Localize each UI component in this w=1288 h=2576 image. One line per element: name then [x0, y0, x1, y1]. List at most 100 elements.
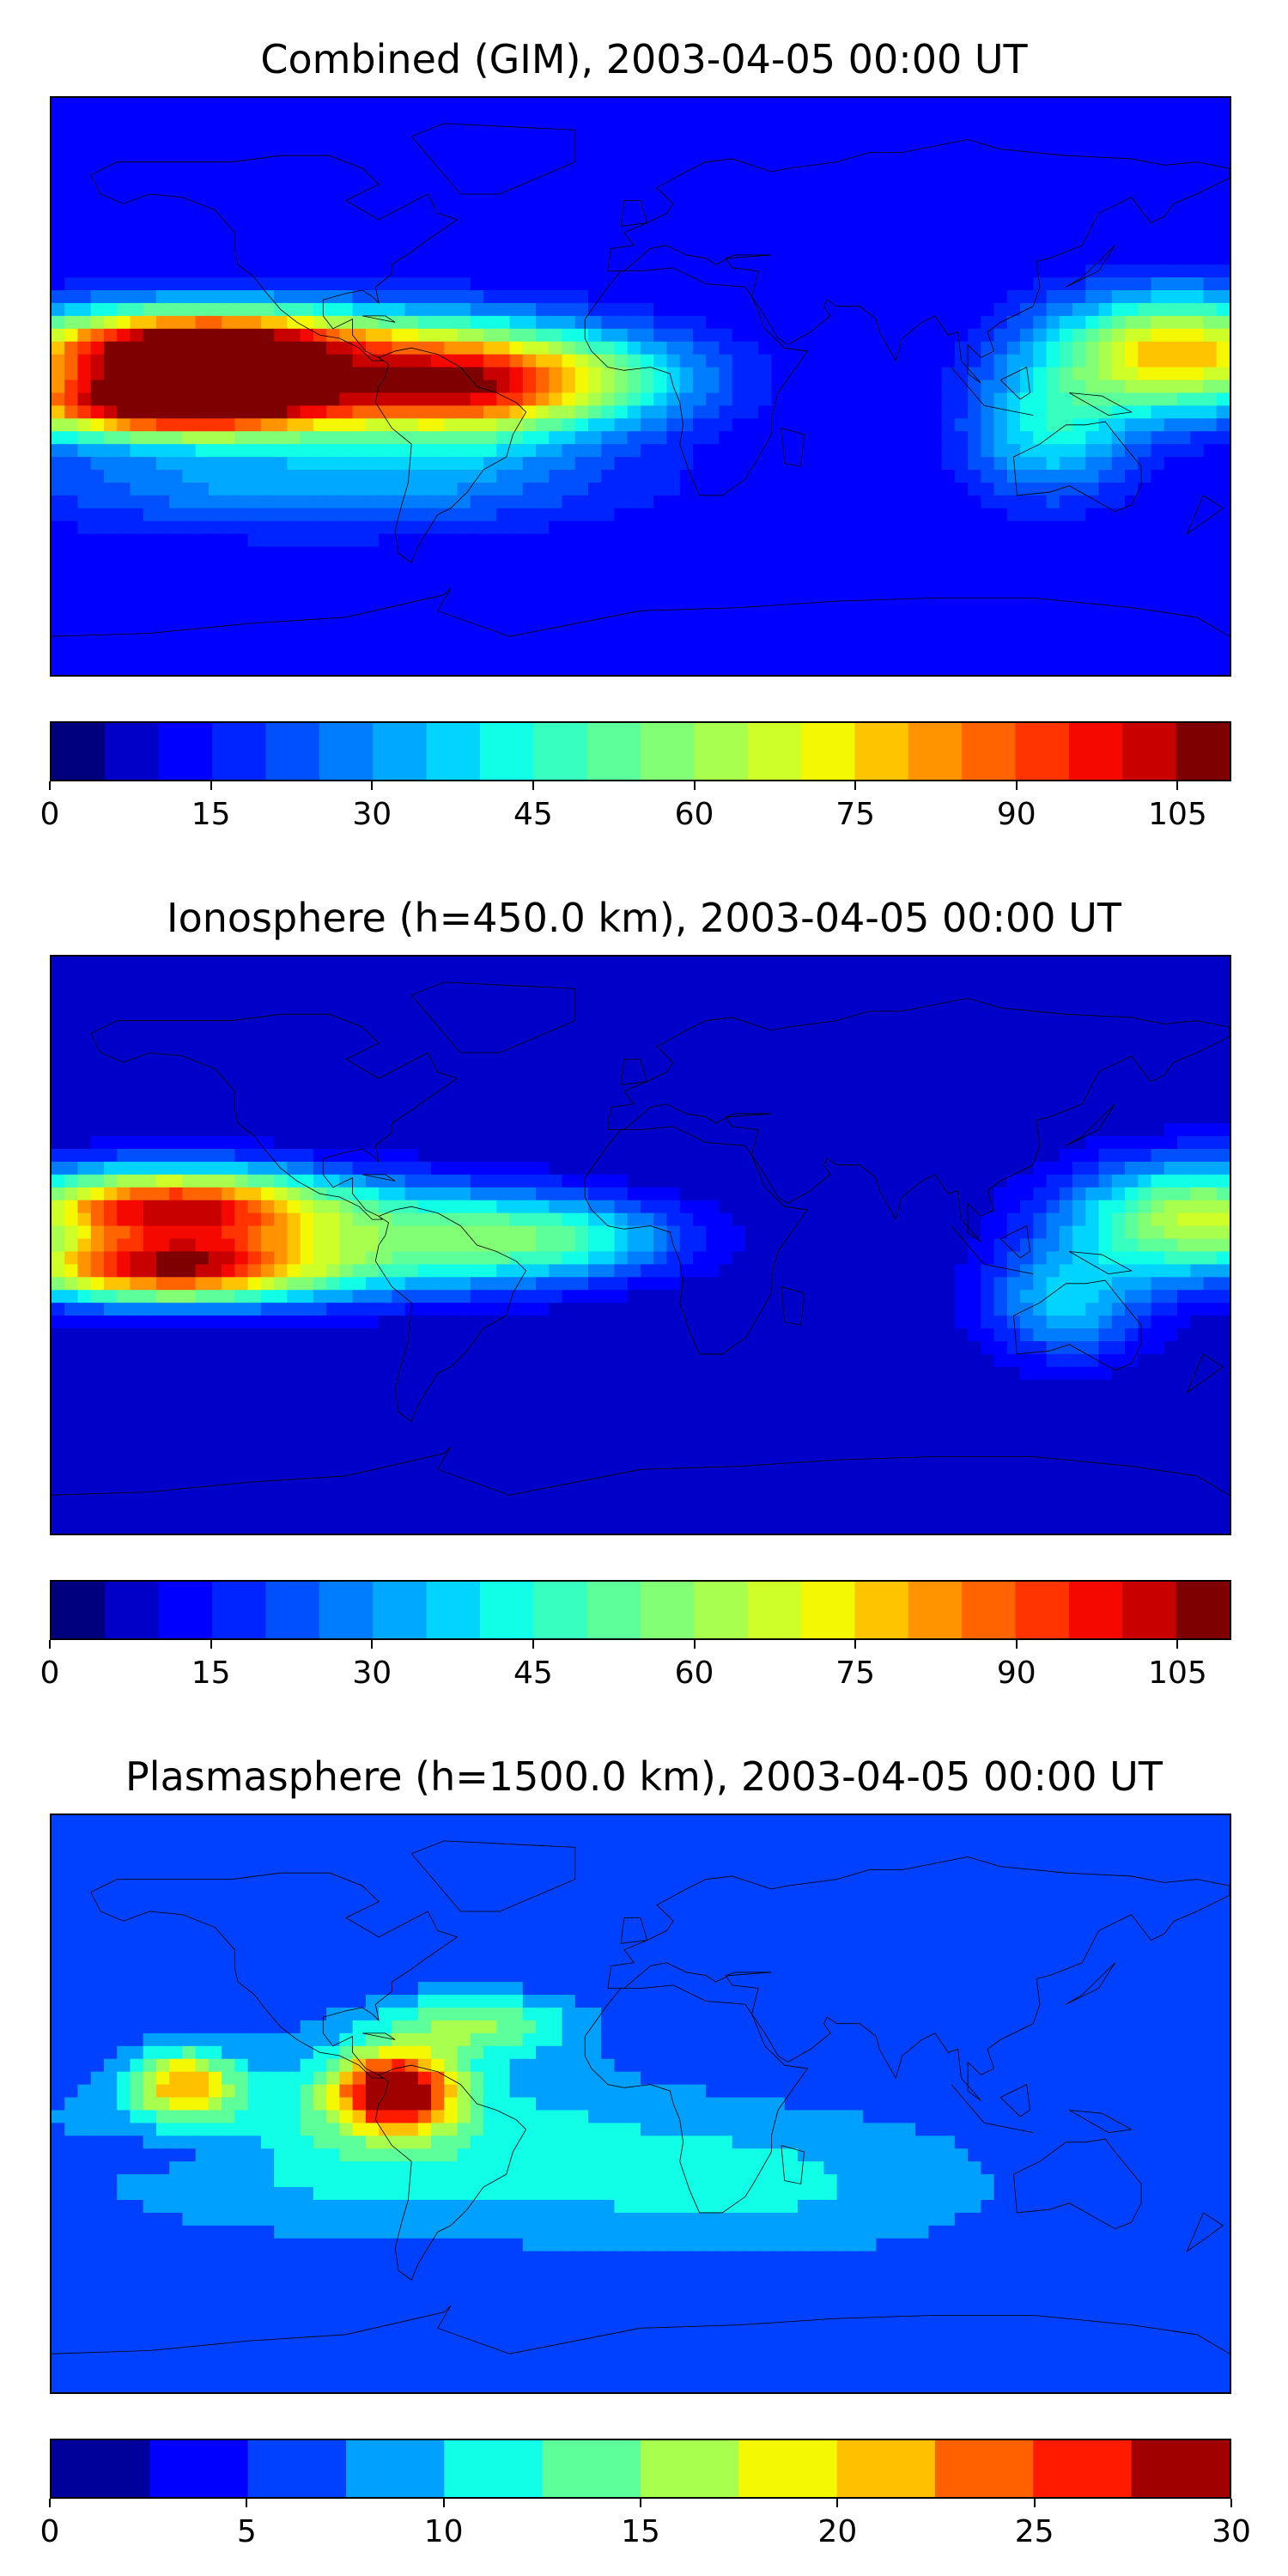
field-cell	[404, 226, 419, 240]
field-cell	[1138, 636, 1152, 650]
field-cell	[968, 483, 982, 496]
field-cell	[379, 598, 393, 612]
field-cell	[313, 636, 327, 650]
field-cell	[601, 290, 616, 304]
field-cell	[496, 585, 511, 599]
field-cell	[1190, 457, 1205, 471]
field-cell	[954, 623, 969, 637]
field-cell	[522, 969, 537, 983]
field-cell	[797, 264, 811, 278]
field-cell	[431, 611, 446, 625]
field-cell	[784, 520, 799, 535]
field-cell	[234, 495, 249, 509]
field-cell	[1033, 239, 1048, 252]
field-cell	[941, 1033, 956, 1048]
field-cell	[52, 161, 66, 176]
field-cell	[339, 507, 354, 522]
colorbar-combined	[50, 721, 1231, 781]
field-cell	[823, 136, 838, 150]
field-cell	[666, 290, 681, 304]
field-cell	[90, 585, 105, 599]
field-cell	[169, 290, 184, 304]
field-cell	[470, 239, 484, 252]
field-cell	[52, 981, 66, 996]
field-cell	[744, 200, 759, 215]
field-cell	[1177, 623, 1192, 637]
field-cell	[326, 1033, 341, 1048]
field-cell	[379, 123, 393, 137]
field-cell	[470, 559, 484, 574]
field-cell	[915, 572, 930, 586]
field-cell	[1072, 636, 1087, 650]
field-cell	[1006, 1059, 1021, 1073]
field-cell	[208, 1007, 222, 1022]
field-cell	[562, 649, 576, 663]
field-cell	[404, 649, 419, 663]
field-cell	[1190, 431, 1205, 445]
field-cell	[1177, 1007, 1192, 1022]
field-cell	[169, 457, 184, 471]
field-cell	[823, 572, 838, 586]
field-cell	[562, 623, 576, 637]
field-cell	[732, 98, 746, 112]
field-cell	[522, 649, 537, 663]
field-cell	[601, 418, 616, 433]
field-cell	[1098, 623, 1113, 637]
field-cell	[915, 611, 930, 625]
field-cell	[641, 1007, 655, 1022]
field-cell	[365, 636, 380, 650]
field-cell	[732, 546, 746, 561]
field-cell	[222, 149, 236, 163]
field-cell	[993, 277, 1008, 291]
field-cell	[1151, 636, 1165, 650]
field-cell	[182, 367, 197, 381]
field-cell	[614, 290, 629, 304]
field-cell	[313, 1059, 327, 1073]
field-cell	[470, 341, 484, 355]
field-cell	[811, 957, 825, 970]
field-cell	[549, 483, 563, 496]
field-cell	[247, 277, 262, 291]
field-cell	[1020, 598, 1035, 612]
field-cell	[1033, 1072, 1048, 1086]
field-cell	[444, 495, 459, 509]
field-cell	[836, 662, 851, 675]
field-cell	[379, 213, 393, 228]
field-cell	[562, 483, 576, 496]
field-cell	[64, 507, 79, 522]
field-cell	[758, 315, 773, 330]
field-cell	[1203, 585, 1218, 599]
field-cell	[588, 636, 603, 650]
field-cell	[1020, 546, 1035, 561]
field-cell	[836, 213, 851, 228]
field-cell	[562, 636, 576, 650]
field-cell	[849, 187, 864, 202]
field-cell	[313, 1046, 327, 1060]
field-cell	[706, 149, 720, 163]
field-cell	[941, 367, 956, 381]
field-cell	[130, 957, 144, 970]
field-cell	[732, 302, 746, 317]
field-cell	[915, 161, 930, 176]
field-cell	[784, 1072, 799, 1086]
field-cell	[1033, 1046, 1048, 1060]
field-cell	[155, 969, 170, 983]
field-cell	[928, 213, 943, 228]
field-cell	[130, 110, 144, 125]
field-cell	[1111, 1033, 1126, 1048]
field-cell	[457, 239, 471, 252]
field-cell	[1177, 380, 1192, 394]
field-cell	[431, 636, 446, 650]
field-cell	[417, 213, 432, 228]
field-cell	[247, 226, 262, 240]
field-cell	[574, 213, 589, 228]
field-cell	[470, 405, 484, 420]
field-cell	[902, 354, 916, 368]
field-cell	[300, 213, 314, 228]
field-cell	[1006, 315, 1021, 330]
field-cell	[627, 1007, 641, 1022]
field-cell	[641, 431, 655, 445]
field-cell	[392, 315, 406, 330]
field-cell	[706, 1033, 720, 1048]
field-cell	[287, 559, 301, 574]
